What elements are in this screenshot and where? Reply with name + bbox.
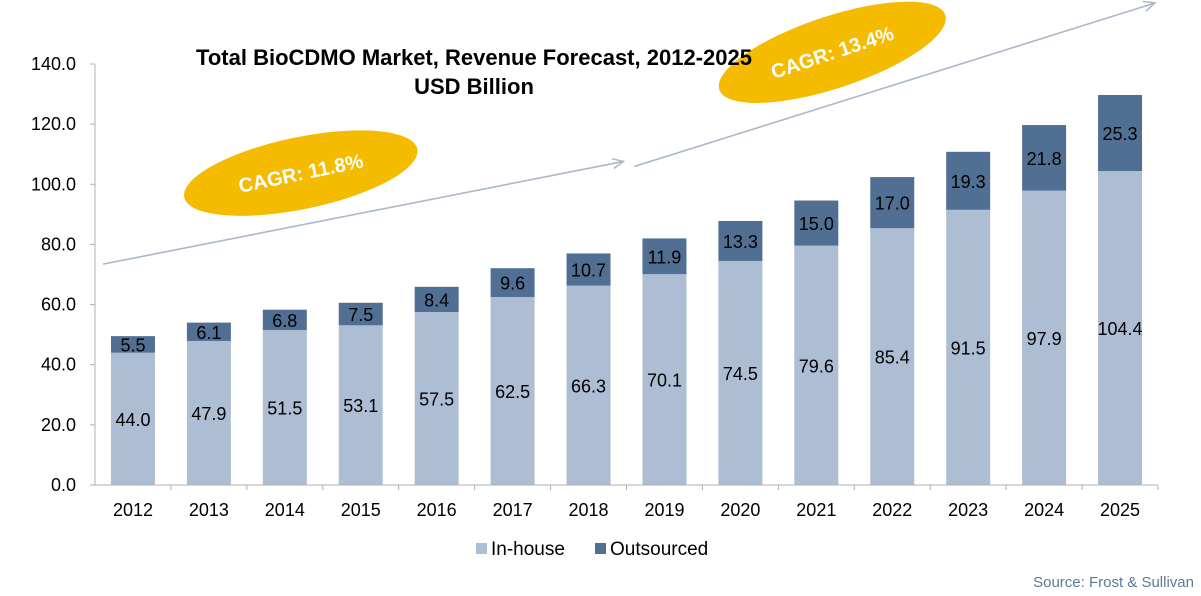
data-label-outsourced-2015: 7.5 — [348, 305, 373, 325]
cagr-trend-arrow-2 — [634, 0, 1157, 168]
data-label-outsourced-2023: 19.3 — [951, 172, 986, 192]
source-note: Source: Frost & Sullivan — [1033, 574, 1194, 591]
bar-outsourced-2021 — [794, 200, 839, 246]
data-label-in-house-2024: 97.9 — [1027, 329, 1062, 349]
data-label-in-house-2022: 85.4 — [875, 348, 910, 368]
y-tick-label: 40.0 — [41, 355, 76, 375]
data-label-in-house-2015: 53.1 — [343, 396, 378, 416]
data-label-in-house-2023: 91.5 — [951, 338, 986, 358]
data-label-in-house-2013: 47.9 — [191, 404, 226, 424]
bar-in-house-2012 — [110, 352, 155, 485]
x-tick-label-2022: 2022 — [872, 500, 912, 520]
legend-label-outsourced: Outsourced — [610, 539, 708, 560]
bar-in-house-2025 — [1098, 171, 1143, 485]
cagr-ellipse-2 — [718, 1, 946, 103]
bar-outsourced-2018 — [566, 253, 611, 286]
data-label-outsourced-2018: 10.7 — [571, 261, 606, 281]
data-label-outsourced-2017: 9.6 — [500, 274, 525, 294]
bar-outsourced-2015 — [338, 302, 383, 326]
bar-in-house-2024 — [1022, 190, 1067, 485]
bar-in-house-2014 — [262, 330, 307, 485]
bar-outsourced-2022 — [870, 177, 915, 229]
chart-subtitle: USD Billion — [414, 74, 534, 99]
x-tick-label-2015: 2015 — [341, 500, 381, 520]
bar-in-house-2022 — [870, 228, 915, 485]
data-label-in-house-2016: 57.5 — [419, 390, 454, 410]
cagr-ellipse-1 — [184, 130, 418, 216]
legend: In-house Outsourced — [476, 539, 708, 560]
x-tick-label-2021: 2021 — [796, 500, 836, 520]
bar-outsourced-2024 — [1022, 125, 1067, 191]
legend-swatch-outsourced — [595, 543, 606, 554]
data-label-outsourced-2021: 15.0 — [799, 214, 834, 234]
cagr-badge-2: CAGR: 13.4% — [718, 1, 946, 103]
data-label-outsourced-2012: 5.5 — [120, 335, 145, 355]
bar-in-house-2015 — [338, 325, 383, 485]
y-tick-label: 140.0 — [31, 54, 76, 74]
data-label-in-house-2012: 44.0 — [115, 410, 150, 430]
bar-in-house-2019 — [642, 274, 687, 485]
bar-in-house-2020 — [718, 260, 763, 485]
bar-outsourced-2025 — [1098, 94, 1143, 172]
data-label-outsourced-2014: 6.8 — [272, 311, 297, 331]
bar-in-house-2021 — [794, 245, 839, 485]
data-label-outsourced-2024: 21.8 — [1027, 149, 1062, 169]
x-tick-label-2012: 2012 — [113, 500, 153, 520]
cagr-trend-arrow-1 — [102, 157, 626, 265]
bar-outsourced-2019 — [642, 238, 687, 275]
x-tick-label-2013: 2013 — [189, 500, 229, 520]
data-label-outsourced-2019: 11.9 — [648, 247, 682, 267]
data-label-in-house-2014: 51.5 — [267, 399, 302, 419]
data-label-in-house-2025: 104.4 — [1098, 319, 1143, 339]
y-tick-label: 60.0 — [41, 295, 76, 315]
data-label-in-house-2018: 66.3 — [571, 376, 606, 396]
y-tick-label: 0.0 — [51, 475, 76, 495]
bar-outsourced-2014 — [262, 309, 307, 331]
data-label-outsourced-2013: 6.1 — [196, 323, 221, 343]
x-tick-label-2014: 2014 — [265, 500, 305, 520]
y-tick-label: 80.0 — [41, 234, 76, 254]
cagr-badge-1: CAGR: 11.8% — [184, 130, 418, 216]
bar-in-house-2018 — [566, 285, 611, 485]
x-tick-label-2018: 2018 — [569, 500, 609, 520]
legend-label-in-house: In-house — [491, 539, 565, 560]
legend-swatch-in-house — [476, 543, 487, 554]
x-tick-label-2019: 2019 — [644, 500, 684, 520]
x-tick-label-2024: 2024 — [1024, 500, 1064, 520]
bar-outsourced-2016 — [414, 286, 459, 313]
bar-outsourced-2017 — [490, 268, 535, 298]
bar-in-house-2013 — [186, 340, 231, 485]
data-label-in-house-2019: 70.1 — [647, 371, 682, 391]
bar-outsourced-2012 — [110, 336, 155, 353]
data-label-outsourced-2020: 13.3 — [723, 232, 758, 252]
data-label-outsourced-2025: 25.3 — [1103, 124, 1138, 144]
x-tick-label-2016: 2016 — [417, 500, 457, 520]
data-label-in-house-2017: 62.5 — [495, 382, 530, 402]
bar-outsourced-2023 — [946, 151, 991, 210]
x-tick-label-2023: 2023 — [948, 500, 988, 520]
chart-title: Total BioCDMO Market, Revenue Forecast, … — [196, 45, 752, 70]
bar-in-house-2023 — [946, 209, 991, 485]
x-tick-label-2017: 2017 — [493, 500, 533, 520]
y-tick-label: 100.0 — [31, 174, 76, 194]
bar-in-house-2016 — [414, 312, 459, 485]
y-tick-label: 120.0 — [31, 114, 76, 134]
bar-outsourced-2020 — [718, 220, 763, 261]
data-label-in-house-2021: 79.6 — [799, 356, 834, 376]
data-label-in-house-2020: 74.5 — [723, 364, 758, 384]
y-tick-label: 20.0 — [41, 415, 76, 435]
bar-in-house-2017 — [490, 297, 535, 485]
data-label-outsourced-2016: 8.4 — [424, 290, 449, 310]
x-tick-label-2025: 2025 — [1100, 500, 1140, 520]
data-label-outsourced-2022: 17.0 — [875, 194, 910, 214]
x-tick-label-2020: 2020 — [720, 500, 760, 520]
bar-outsourced-2013 — [186, 322, 231, 341]
